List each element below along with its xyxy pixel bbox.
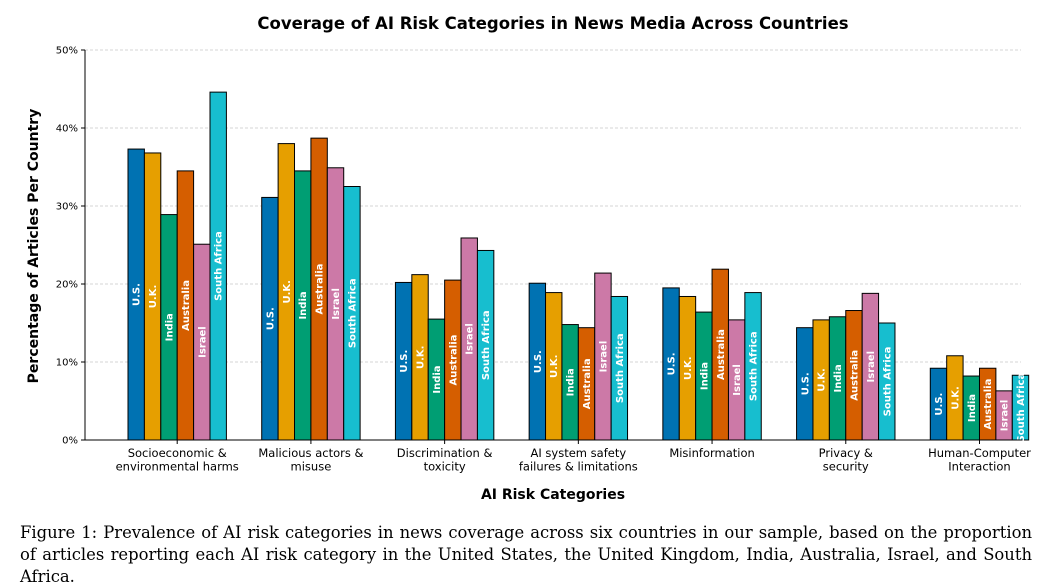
bar-label: India	[432, 365, 443, 393]
bar-label: South Africa	[615, 333, 626, 403]
axes: 0% 10% 20% 30% 40% 50% Socioeconomic &environm…	[56, 46, 1031, 474]
bar-label: U.K.	[416, 346, 427, 369]
y-tick-label: 0%	[62, 436, 78, 447]
x-tick-label: Misinformation	[669, 446, 754, 460]
x-tick-label: security	[823, 460, 869, 474]
bar-label: Israel	[465, 323, 476, 355]
bar-label: Australia	[983, 379, 994, 430]
y-tick-label: 30%	[56, 202, 78, 213]
bar-label: Australia	[315, 264, 326, 315]
x-tick-label: Privacy &	[819, 446, 873, 460]
y-tick-label: 20%	[56, 280, 78, 291]
chart-title: Coverage of AI Risk Categories in News M…	[257, 14, 848, 33]
y-tick-label: 10%	[56, 358, 78, 369]
bar-label: Australia	[582, 358, 593, 409]
bar-label: U.S.	[265, 307, 276, 330]
bar-label: U.K.	[683, 357, 694, 380]
x-tick-label: AI system safety	[531, 446, 627, 460]
bar-label: South Africa	[481, 310, 492, 380]
figure-caption: Figure 1: Prevalence of AI risk categori…	[20, 523, 1032, 586]
bar-label: U.K.	[817, 368, 828, 391]
x-tick-label: Human-Computer	[928, 446, 1031, 460]
bar-label: Israel	[331, 288, 342, 320]
bar-label: India	[967, 394, 978, 422]
x-tick-label: toxicity	[424, 460, 466, 474]
bar-label: U.S.	[934, 393, 945, 416]
y-tick-label: 40%	[56, 124, 78, 135]
x-tick-label: failures & limitations	[519, 460, 638, 474]
bar-label: U.K.	[549, 355, 560, 378]
bar-label: U.S.	[667, 352, 678, 375]
bar-label: Israel	[732, 364, 743, 396]
bar-label: Israel	[197, 326, 208, 358]
bar-label: India	[165, 313, 176, 341]
bar-label: Israel	[598, 341, 609, 373]
bar-label: U.K.	[282, 280, 293, 303]
x-tick-label: Socioeconomic &	[128, 446, 227, 460]
bar-label: South Africa	[347, 278, 358, 348]
y-tick-label: 50%	[56, 46, 78, 57]
x-tick-label: Discrimination &	[397, 446, 493, 460]
bar-label: Australia	[448, 335, 459, 386]
x-tick-label: Malicious actors &	[258, 446, 363, 460]
bar-label: U.S.	[132, 283, 143, 306]
x-tick-label: misuse	[291, 460, 332, 474]
bar-label: U.S.	[533, 350, 544, 373]
bar-label: South Africa	[214, 231, 225, 301]
bar-label: U.S.	[800, 372, 811, 395]
y-axis-title: Percentage of Articles Per Country	[26, 109, 42, 384]
bar-label: U.K.	[148, 285, 159, 308]
bar-label: South Africa	[749, 331, 760, 401]
x-tick-label: Interaction	[948, 460, 1010, 474]
bar-label: India	[298, 291, 309, 319]
bar-label: South Africa	[1016, 373, 1027, 443]
bar-label: South Africa	[882, 347, 893, 417]
bar-label: India	[566, 368, 577, 396]
bar-label: Israel	[1000, 400, 1011, 432]
bar-label: India	[699, 362, 710, 390]
bar-label: Australia	[716, 329, 727, 380]
bars: U.S. U.K. India Australia Israel South Africa…	[127, 91, 1030, 443]
x-axis-title: AI Risk Categories	[481, 487, 625, 503]
bar-label: Australia	[181, 280, 192, 331]
bar-label: U.K.	[950, 386, 961, 409]
bar-label: Israel	[866, 351, 877, 383]
chart: Coverage of AI Risk Categories in News M…	[26, 14, 1031, 503]
bar-label: Australia	[849, 350, 860, 401]
bar-label: U.S.	[399, 350, 410, 373]
bar-label: India	[833, 364, 844, 392]
x-tick-label: environmental harms	[116, 460, 239, 474]
